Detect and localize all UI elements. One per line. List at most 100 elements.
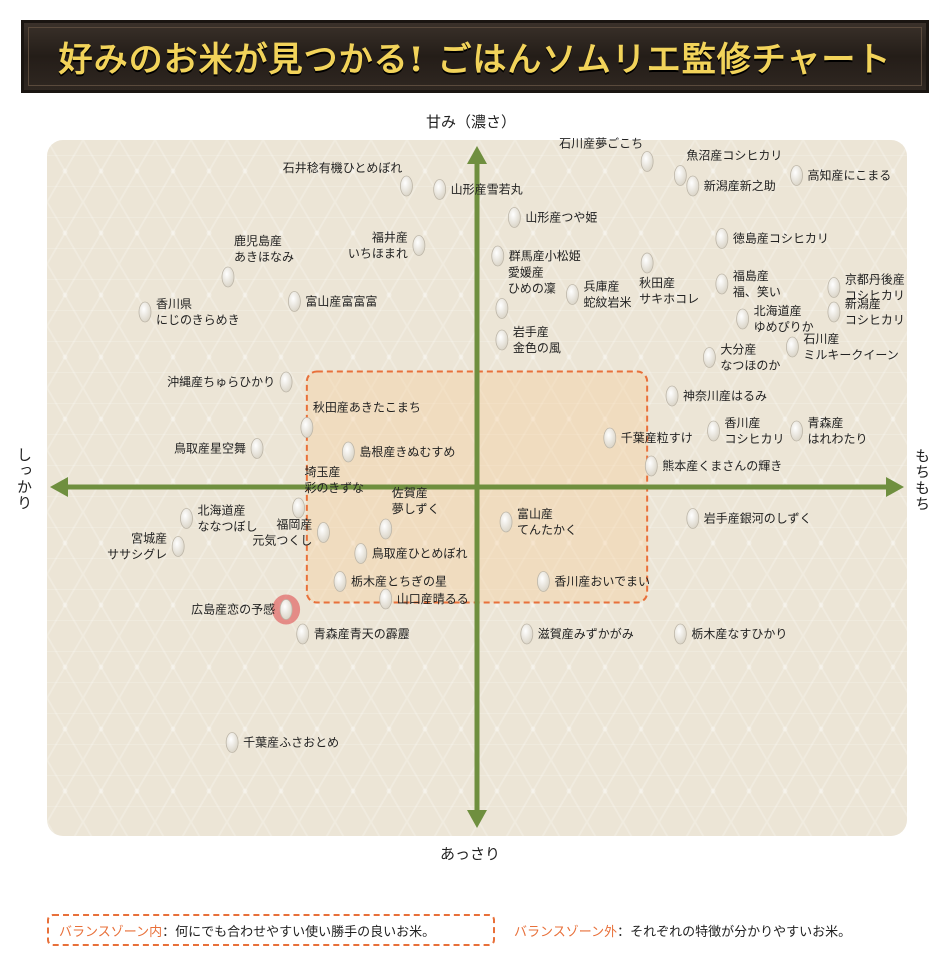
point-label: 新潟産新之助 xyxy=(704,178,776,193)
point-label: 石川産夢ごこち xyxy=(559,136,643,151)
rice-grain-icon xyxy=(715,228,729,249)
data-point: 神奈川産はるみ xyxy=(665,385,767,407)
data-point: 石川産夢ごこち xyxy=(559,136,654,172)
rice-grain-icon xyxy=(499,511,513,533)
legend-balance-zone-out: バランスゾーン外 ：それぞれの特徴が分かりやすいお米。 xyxy=(514,914,851,946)
rice-grain-icon xyxy=(138,301,152,323)
rice-grain-icon xyxy=(292,497,305,519)
data-point: 山形産雪若丸 xyxy=(433,179,523,200)
data-point: 愛媛産ひめの凜 xyxy=(495,265,556,319)
point-label: 富山産富富富 xyxy=(305,294,377,309)
point-label: 北海道産ゆめぴりか xyxy=(754,303,814,334)
data-point: 沖縄産ちゅらひかり xyxy=(167,371,293,393)
point-label: 宮城産ササシグレ xyxy=(107,531,167,562)
point-label: 大分産なつほのか xyxy=(720,342,780,373)
point-label: 山形産つや姫 xyxy=(525,210,597,225)
point-label: 青森産青天の霹靂 xyxy=(314,626,410,641)
point-label: 鹿児島産あきほなみ xyxy=(234,233,294,264)
data-point: 香川県にじのきらめき xyxy=(138,297,240,327)
rice-grain-icon xyxy=(786,336,799,358)
point-label: 秋田産あきたこまち xyxy=(313,400,421,415)
rice-grain-icon xyxy=(537,571,550,592)
rice-grain-icon xyxy=(433,179,447,200)
rice-grain-icon xyxy=(520,623,534,645)
point-label: 香川産おいでまい xyxy=(554,574,650,589)
rice-grain-icon xyxy=(736,308,749,330)
point-label: 神奈川産はるみ xyxy=(683,388,767,403)
data-point: 福井産いちほまれ xyxy=(348,230,426,261)
point-label: 千葉産粒すけ xyxy=(621,430,693,445)
data-point: 大分産なつほのか xyxy=(703,342,780,373)
rice-grain-icon xyxy=(279,371,293,393)
point-label: 千葉産ふさおとめ xyxy=(243,735,339,750)
data-point: 徳島産コシヒカリ xyxy=(715,228,829,249)
rice-grain-icon xyxy=(400,175,413,197)
rice-grain-icon xyxy=(412,235,426,256)
title-bar: 好みのお米が見つかる! ごはんソムリエ監修チャート xyxy=(21,20,929,93)
rice-grain-icon xyxy=(317,522,330,543)
data-point: 熊本産くまさんの輝き xyxy=(644,455,782,477)
data-point: 香川産おいでまい xyxy=(537,571,650,592)
data-point: 北海道産ななつぼし xyxy=(180,503,258,534)
rice-grain-icon xyxy=(225,732,239,753)
rice-grain-icon xyxy=(603,427,617,449)
data-point: 高知産にこまる xyxy=(790,165,891,186)
data-point: 富山産てんたかく xyxy=(499,506,577,537)
rice-grain-icon xyxy=(180,508,193,529)
rice-grain-icon xyxy=(491,245,505,267)
data-point: 石川産ミルキークイーン xyxy=(786,331,899,362)
data-point: 新潟産コシヒカリ xyxy=(827,296,905,327)
rice-grain-icon xyxy=(379,518,393,540)
data-point: 青森産青天の霹靂 xyxy=(296,623,410,645)
data-point: 埼玉産彩のきずな xyxy=(292,464,365,519)
axis-label-top: 甘み（濃さ） xyxy=(426,113,517,131)
axis-label-bottom: あっさり xyxy=(440,845,501,863)
point-label: 岩手産銀河のしずく xyxy=(704,511,812,526)
point-label: 広島産恋の予感 xyxy=(191,602,275,617)
point-label: 秋田産サキホコレ xyxy=(639,275,699,306)
point-label: 熊本産くまさんの輝き xyxy=(662,458,782,473)
point-label: 福岡産元気つくし xyxy=(252,517,312,548)
rice-grain-icon xyxy=(665,385,679,407)
point-label: 鳥取産星空舞 xyxy=(174,441,246,456)
rice-grain-icon xyxy=(566,284,579,305)
point-label: 新潟産コシヒカリ xyxy=(845,296,905,327)
axes xyxy=(50,146,904,828)
data-point: 秋田産あきたこまち xyxy=(300,400,421,438)
data-point: 鳥取産星空舞 xyxy=(174,438,264,459)
rice-grain-icon xyxy=(827,277,841,298)
data-point: 山形産つや姫 xyxy=(507,207,597,228)
rice-grain-icon xyxy=(495,329,509,351)
point-label: 青森産はれわたり xyxy=(808,415,868,446)
point-label: 石川産ミルキークイーン xyxy=(803,331,898,362)
point-label: 徳島産コシヒカリ xyxy=(733,231,829,246)
rice-grain-icon xyxy=(827,301,841,323)
point-label: 鳥取産ひとめぼれ xyxy=(372,546,468,561)
point-label: 沖縄産ちゅらひかり xyxy=(167,374,275,389)
chart-title: 好みのお米が見つかる! ごはんソムリエ監修チャート xyxy=(58,40,892,80)
point-label: 山口産晴るる xyxy=(397,591,469,606)
point-label: 群馬産小松姫 xyxy=(509,248,581,263)
rice-grain-icon xyxy=(171,536,185,557)
data-point: 山口産晴るる xyxy=(379,588,469,610)
point-label: 埼玉産彩のきずな xyxy=(305,464,365,495)
point-label: 福井産いちほまれ xyxy=(348,230,408,261)
data-point: 栃木産とちぎの星 xyxy=(333,571,447,592)
legend-balance-zone-in: バランスゾーン内 ：何にでも合わせやすい使い勝手の良いお米。 xyxy=(47,914,495,946)
legend-in-desc: ：何にでも合わせやすい使い勝手の良いお米。 xyxy=(162,924,436,940)
rice-grain-icon xyxy=(715,273,729,295)
data-point: 新潟産新之助 xyxy=(686,175,776,197)
arrow-right-icon xyxy=(886,477,904,497)
point-label: 栃木産なすひかり xyxy=(691,626,787,641)
rice-grain-icon xyxy=(354,543,368,564)
rice-grain-icon xyxy=(640,151,654,172)
point-label: 魚沼産コシヒカリ xyxy=(686,148,782,163)
point-label: 富山産てんたかく xyxy=(517,506,577,537)
rice-grain-icon xyxy=(644,455,658,477)
rice-grain-icon xyxy=(221,266,235,288)
rice-grain-icon xyxy=(279,599,293,620)
point-label: 京都丹後産コシヒカリ xyxy=(845,272,905,303)
data-point: 滋賀産みずかがみ xyxy=(520,623,634,645)
data-point: 千葉産ふさおとめ xyxy=(225,732,339,753)
